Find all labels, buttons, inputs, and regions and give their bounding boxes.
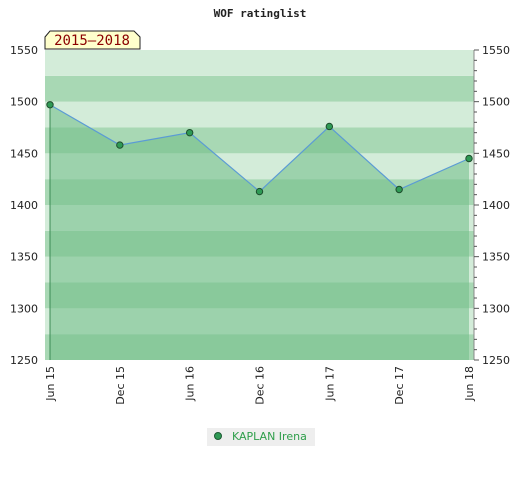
background-band: [45, 75, 474, 102]
x-tick-label: Jun 15: [44, 366, 57, 402]
y-tick-label-right: 1400: [482, 199, 510, 212]
period-badge: 2015–2018: [44, 30, 141, 50]
right-axis-labels: 1250 1300 1350 1400 1450 1500 1550: [482, 44, 510, 367]
series-area: [50, 104, 469, 361]
x-tick-label: Jun 16: [184, 366, 197, 402]
y-tick-label-right: 1350: [482, 251, 510, 264]
x-tick-label: Jun 18: [463, 366, 476, 402]
y-tick-label-right: 1550: [482, 44, 510, 57]
y-tick-label-left: 1250: [10, 354, 38, 367]
right-axis-minor-ticks: [473, 49, 479, 361]
chart-title: WOF ratinglist: [214, 7, 307, 20]
legend-box: [207, 428, 315, 446]
x-tick-label: Dec 16: [254, 366, 267, 405]
data-point: [46, 101, 54, 109]
x-tick-label: Dec 17: [393, 366, 406, 405]
y-tick-label-right: 1500: [482, 96, 510, 109]
y-tick-label-left: 1450: [10, 147, 38, 160]
data-point: [325, 122, 334, 131]
y-tick-label-left: 1500: [10, 96, 38, 109]
background-band: [45, 50, 474, 76]
period-badge-box: [44, 30, 141, 50]
y-tick-label-left: 1550: [10, 44, 38, 57]
legend-item-kaplan-irena: KAPLAN Irena: [232, 430, 307, 443]
y-tick-label-right: 1450: [482, 147, 510, 160]
data-point: [116, 141, 124, 149]
y-tick-label-right: 1300: [482, 302, 510, 315]
x-tick-label: Dec 15: [114, 366, 127, 405]
x-axis-labels: Jun 15 Dec 15 Jun 16 Dec 16 Jun 17 Dec 17 Jun …: [44, 366, 476, 405]
legend-marker-icon: [214, 432, 222, 440]
background-band: [45, 101, 474, 128]
data-point: [465, 154, 473, 163]
data-point: [185, 128, 194, 137]
data-point: [255, 187, 264, 196]
period-badge-label: 2015–2018: [54, 33, 130, 49]
y-tick-label-left: 1400: [10, 199, 38, 212]
x-tick-label: Jun 17: [323, 366, 336, 402]
left-axis-labels: 1250 1300 1350 1400 1450 1500 1550: [10, 44, 38, 367]
data-point: [395, 185, 403, 194]
series-markers: [46, 101, 473, 196]
legend: KAPLAN Irena: [207, 428, 315, 446]
y-tick-label-left: 1300: [10, 302, 38, 315]
y-tick-label-right: 1250: [482, 354, 510, 367]
y-tick-label-left: 1350: [10, 251, 38, 264]
